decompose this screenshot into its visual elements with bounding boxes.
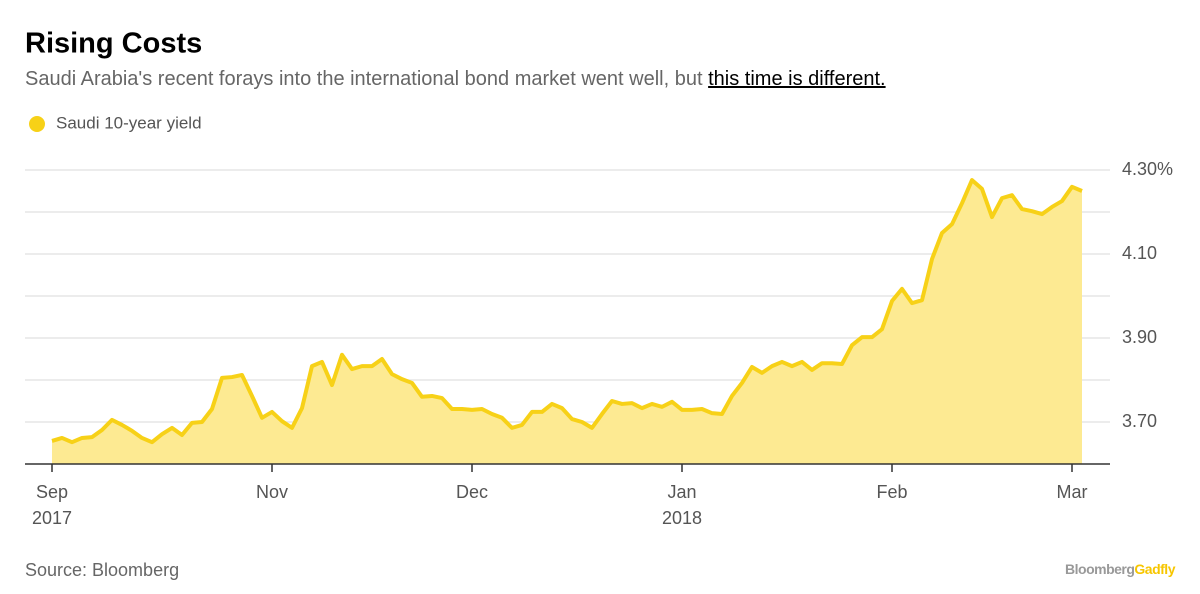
logo-part: Gadfly [1134, 561, 1175, 577]
legend-label: Saudi 10-year yield [56, 113, 202, 132]
chart-title: Rising Costs [25, 28, 202, 60]
subtitle-link[interactable]: this time is different. [708, 68, 885, 90]
y-tick-label: 4.30% [1122, 159, 1173, 179]
source: Source: Bloomberg [25, 560, 179, 580]
y-tick-label: 3.90 [1122, 327, 1157, 347]
logo-part: Bloomberg [1065, 561, 1134, 577]
subtitle-text: Saudi Arabia's recent forays into the in… [25, 68, 708, 90]
line [51, 178, 1083, 445]
x-year-label: 2018 [662, 508, 702, 528]
x-tick-label: Mar [1057, 482, 1088, 502]
x-tick-label: Nov [256, 482, 288, 502]
chart-subtitle: Saudi Arabia's recent forays into the in… [25, 68, 886, 90]
x-tick-label: Feb [876, 482, 907, 502]
y-tick-label: 4.10 [1122, 243, 1157, 263]
x-tick-label: Sep [36, 482, 68, 502]
x-tick-label: Dec [456, 482, 488, 502]
x-year-label: 2017 [32, 508, 72, 528]
x-tick-label: Jan [667, 482, 696, 502]
logo: BloombergGadfly [1065, 561, 1176, 577]
y-tick-label: 3.70 [1122, 411, 1157, 431]
area [52, 180, 1082, 464]
legend-swatch [29, 116, 45, 132]
